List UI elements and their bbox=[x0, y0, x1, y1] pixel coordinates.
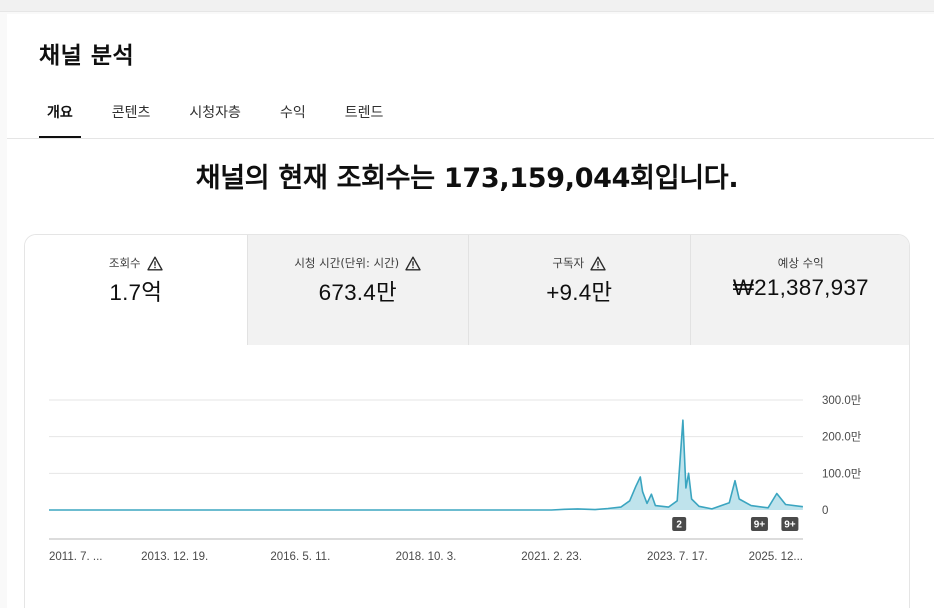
tab-label: 개요 bbox=[47, 105, 73, 121]
metric-tab-estimated-revenue[interactable]: 예상 수익 ₩21,387,937 bbox=[689, 235, 909, 345]
tab-bar: 개요 콘텐츠 시청자층 수익 트렌드 bbox=[39, 102, 414, 138]
warning-icon[interactable] bbox=[590, 256, 606, 271]
tab-label: 콘텐츠 bbox=[111, 105, 151, 121]
tab-label: 시청자층 bbox=[189, 105, 241, 121]
metric-label-row: 조회수 bbox=[109, 255, 163, 271]
metric-value: 673.4만 bbox=[318, 280, 397, 305]
x-tick-label: 2025. 12... bbox=[749, 551, 803, 563]
warning-icon[interactable] bbox=[405, 256, 421, 271]
annotation-badge-label: 2 bbox=[676, 520, 682, 531]
metric-label: 예상 수익 bbox=[777, 256, 824, 270]
tab-label: 수익 bbox=[279, 105, 306, 121]
metric-value: 1.7억 bbox=[109, 280, 163, 305]
metric-label: 시청 시간(단위: 시간) bbox=[294, 256, 400, 270]
metric-label-row: 시청 시간(단위: 시간) bbox=[294, 255, 421, 271]
page-title: 채널 분석 bbox=[39, 43, 135, 69]
series-line bbox=[49, 419, 804, 511]
metric-tab-watch-time[interactable]: 시청 시간(단위: 시간) 673.4만 bbox=[246, 235, 468, 345]
metric-label: 조회수 bbox=[108, 256, 141, 270]
metric-label: 구독자 bbox=[552, 256, 585, 270]
window-top-bar bbox=[0, 0, 934, 12]
x-tick-label: 2013. 12. 19. bbox=[141, 551, 208, 563]
tab-content[interactable]: 콘텐츠 bbox=[104, 102, 159, 138]
x-tick-label: 2018. 10. 3. bbox=[396, 551, 457, 563]
metric-tab-views[interactable]: 조회수 1.7억 bbox=[25, 235, 247, 345]
views-chart: 300.0만 200.0만 100.0만 0 2 9+ 9+ 2011. 7. ... 2013… bbox=[25, 345, 909, 608]
y-tick-label: 200.0만 bbox=[822, 431, 862, 444]
metric-value: ₩21,387,937 bbox=[732, 275, 869, 300]
annotation-badge bbox=[672, 517, 687, 531]
headline-total-views: 채널의 현재 조회수는 173,159,044회입니다. bbox=[195, 163, 739, 194]
metric-tab-subscribers[interactable]: 구독자 +9.4만 bbox=[468, 235, 690, 345]
series-area bbox=[49, 420, 803, 510]
metric-label-row: 예상 수익 bbox=[778, 255, 824, 271]
tab-trends[interactable]: 트렌드 bbox=[337, 102, 392, 138]
annotation-badge-label: 9+ bbox=[784, 520, 796, 531]
y-tick-label: 300.0만 bbox=[822, 394, 862, 407]
metric-tabs: 조회수 1.7억 시청 시간(단위: 시간) 673.4만 구독자 +9.4만 … bbox=[25, 235, 909, 345]
metric-value: +9.4만 bbox=[546, 280, 613, 305]
annotation-badge bbox=[750, 517, 768, 531]
tab-overview[interactable]: 개요 bbox=[39, 102, 81, 138]
metric-label-row: 구독자 bbox=[552, 255, 606, 271]
tab-audience[interactable]: 시청자층 bbox=[181, 102, 249, 138]
tab-label: 트렌드 bbox=[344, 105, 384, 121]
x-tick-label: 2023. 7. 17. bbox=[647, 551, 708, 563]
x-tick-label: 2016. 5. 11. bbox=[270, 551, 330, 563]
annotation-badge bbox=[781, 517, 799, 531]
warning-icon[interactable] bbox=[146, 256, 163, 271]
tabs-divider bbox=[7, 138, 934, 139]
y-tick-label: 100.0만 bbox=[822, 467, 862, 480]
metrics-card: 조회수 1.7억 시청 시간(단위: 시간) 673.4만 구독자 +9.4만 … bbox=[24, 234, 910, 608]
chart-svg: 300.0만 200.0만 100.0만 0 2 9+ 9+ 2011. 7. ... 2013… bbox=[49, 394, 862, 563]
x-tick-label: 2021. 2. 23. bbox=[521, 551, 582, 563]
x-tick-label: 2011. 7. ... bbox=[49, 551, 103, 563]
y-tick-label: 0 bbox=[822, 505, 828, 517]
tab-revenue[interactable]: 수익 bbox=[272, 102, 314, 138]
annotation-badge-label: 9+ bbox=[754, 520, 766, 531]
